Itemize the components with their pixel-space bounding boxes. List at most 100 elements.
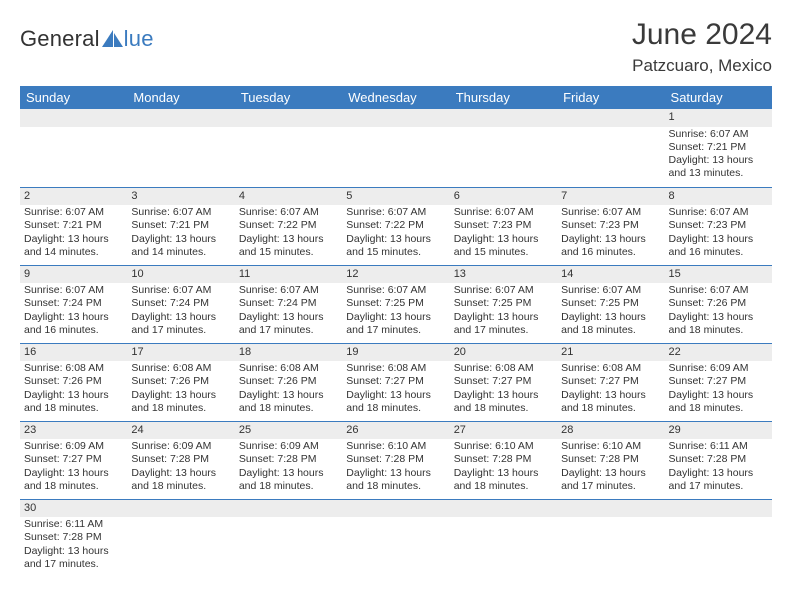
sunrise-line: Sunrise: 6:07 AM — [131, 206, 230, 219]
sunset-line: Sunset: 7:28 PM — [24, 531, 123, 544]
sunset-line: Sunset: 7:21 PM — [24, 219, 123, 232]
day-details — [127, 127, 234, 130]
sunrise-line: Sunrise: 6:07 AM — [454, 284, 553, 297]
sunset-line: Sunset: 7:27 PM — [346, 375, 445, 388]
calendar-cell: 11Sunrise: 6:07 AMSunset: 7:24 PMDayligh… — [235, 265, 342, 343]
location: Patzcuaro, Mexico — [632, 56, 772, 76]
day-details: Sunrise: 6:07 AMSunset: 7:21 PMDaylight:… — [20, 205, 127, 261]
daylight-line: Daylight: 13 hours and 16 minutes. — [24, 311, 123, 337]
sunrise-line: Sunrise: 6:09 AM — [239, 440, 338, 453]
day-number — [557, 500, 664, 518]
day-number: 5 — [342, 188, 449, 206]
sunrise-line: Sunrise: 6:08 AM — [346, 362, 445, 375]
day-number — [342, 109, 449, 127]
sunset-line: Sunset: 7:27 PM — [561, 375, 660, 388]
calendar-cell — [557, 109, 664, 187]
weekday-header-row: SundayMondayTuesdayWednesdayThursdayFrid… — [20, 86, 772, 109]
day-details: Sunrise: 6:07 AMSunset: 7:22 PMDaylight:… — [342, 205, 449, 261]
logo-sail-icon — [102, 30, 124, 48]
sunrise-line: Sunrise: 6:07 AM — [561, 284, 660, 297]
day-details: Sunrise: 6:07 AMSunset: 7:24 PMDaylight:… — [127, 283, 234, 339]
sunrise-line: Sunrise: 6:11 AM — [24, 518, 123, 531]
sunrise-line: Sunrise: 6:08 AM — [454, 362, 553, 375]
daylight-line: Daylight: 13 hours and 18 minutes. — [669, 389, 768, 415]
calendar-cell: 20Sunrise: 6:08 AMSunset: 7:27 PMDayligh… — [450, 343, 557, 421]
day-details: Sunrise: 6:07 AMSunset: 7:22 PMDaylight:… — [235, 205, 342, 261]
day-number: 21 — [557, 344, 664, 362]
sunset-line: Sunset: 7:23 PM — [669, 219, 768, 232]
daylight-line: Daylight: 13 hours and 17 minutes. — [346, 311, 445, 337]
calendar-cell: 4Sunrise: 6:07 AMSunset: 7:22 PMDaylight… — [235, 187, 342, 265]
daylight-line: Daylight: 13 hours and 18 minutes. — [24, 467, 123, 493]
day-number: 30 — [20, 500, 127, 518]
day-number — [20, 109, 127, 127]
calendar-cell: 16Sunrise: 6:08 AMSunset: 7:26 PMDayligh… — [20, 343, 127, 421]
sunset-line: Sunset: 7:28 PM — [131, 453, 230, 466]
day-details: Sunrise: 6:07 AMSunset: 7:25 PMDaylight:… — [557, 283, 664, 339]
day-number: 14 — [557, 266, 664, 284]
day-details: Sunrise: 6:08 AMSunset: 7:27 PMDaylight:… — [557, 361, 664, 417]
logo-text-general: General — [20, 26, 100, 52]
sunset-line: Sunset: 7:28 PM — [239, 453, 338, 466]
sunrise-line: Sunrise: 6:07 AM — [239, 206, 338, 219]
sunset-line: Sunset: 7:28 PM — [454, 453, 553, 466]
daylight-line: Daylight: 13 hours and 17 minutes. — [24, 545, 123, 571]
calendar-cell: 8Sunrise: 6:07 AMSunset: 7:23 PMDaylight… — [665, 187, 772, 265]
day-details: Sunrise: 6:09 AMSunset: 7:27 PMDaylight:… — [665, 361, 772, 417]
day-details: Sunrise: 6:08 AMSunset: 7:27 PMDaylight:… — [342, 361, 449, 417]
sunset-line: Sunset: 7:22 PM — [239, 219, 338, 232]
day-details: Sunrise: 6:08 AMSunset: 7:26 PMDaylight:… — [235, 361, 342, 417]
calendar-page: General lue June 2024 Patzcuaro, Mexico … — [0, 0, 792, 612]
daylight-line: Daylight: 13 hours and 16 minutes. — [561, 233, 660, 259]
calendar-week-row: 9Sunrise: 6:07 AMSunset: 7:24 PMDaylight… — [20, 265, 772, 343]
calendar-cell — [665, 499, 772, 577]
daylight-line: Daylight: 13 hours and 18 minutes. — [346, 467, 445, 493]
calendar-cell: 23Sunrise: 6:09 AMSunset: 7:27 PMDayligh… — [20, 421, 127, 499]
weekday-header: Sunday — [20, 86, 127, 109]
day-number: 15 — [665, 266, 772, 284]
daylight-line: Daylight: 13 hours and 18 minutes. — [239, 389, 338, 415]
weekday-header: Thursday — [450, 86, 557, 109]
sunrise-line: Sunrise: 6:07 AM — [24, 206, 123, 219]
day-number: 20 — [450, 344, 557, 362]
sunset-line: Sunset: 7:27 PM — [454, 375, 553, 388]
day-number: 11 — [235, 266, 342, 284]
sunset-line: Sunset: 7:27 PM — [24, 453, 123, 466]
daylight-line: Daylight: 13 hours and 18 minutes. — [131, 467, 230, 493]
weekday-header: Saturday — [665, 86, 772, 109]
day-details — [127, 517, 234, 520]
day-number: 27 — [450, 422, 557, 440]
sunset-line: Sunset: 7:21 PM — [131, 219, 230, 232]
day-details: Sunrise: 6:09 AMSunset: 7:27 PMDaylight:… — [20, 439, 127, 495]
sunset-line: Sunset: 7:26 PM — [131, 375, 230, 388]
day-details — [342, 127, 449, 130]
day-number — [127, 109, 234, 127]
sunset-line: Sunset: 7:25 PM — [346, 297, 445, 310]
calendar-cell — [557, 499, 664, 577]
day-details: Sunrise: 6:07 AMSunset: 7:25 PMDaylight:… — [342, 283, 449, 339]
day-number: 1 — [665, 109, 772, 127]
day-details — [235, 517, 342, 520]
calendar-cell: 14Sunrise: 6:07 AMSunset: 7:25 PMDayligh… — [557, 265, 664, 343]
sunrise-line: Sunrise: 6:09 AM — [24, 440, 123, 453]
calendar-cell — [235, 109, 342, 187]
sunset-line: Sunset: 7:25 PM — [561, 297, 660, 310]
day-number: 16 — [20, 344, 127, 362]
calendar-cell: 2Sunrise: 6:07 AMSunset: 7:21 PMDaylight… — [20, 187, 127, 265]
weekday-header: Friday — [557, 86, 664, 109]
sunrise-line: Sunrise: 6:09 AM — [131, 440, 230, 453]
day-number: 13 — [450, 266, 557, 284]
daylight-line: Daylight: 13 hours and 17 minutes. — [561, 467, 660, 493]
sunset-line: Sunset: 7:28 PM — [561, 453, 660, 466]
sunrise-line: Sunrise: 6:09 AM — [669, 362, 768, 375]
day-number — [127, 500, 234, 518]
day-details: Sunrise: 6:07 AMSunset: 7:24 PMDaylight:… — [235, 283, 342, 339]
daylight-line: Daylight: 13 hours and 14 minutes. — [24, 233, 123, 259]
sunrise-line: Sunrise: 6:10 AM — [561, 440, 660, 453]
sunset-line: Sunset: 7:28 PM — [669, 453, 768, 466]
day-details: Sunrise: 6:07 AMSunset: 7:23 PMDaylight:… — [450, 205, 557, 261]
daylight-line: Daylight: 13 hours and 18 minutes. — [454, 389, 553, 415]
daylight-line: Daylight: 13 hours and 17 minutes. — [131, 311, 230, 337]
calendar-cell: 12Sunrise: 6:07 AMSunset: 7:25 PMDayligh… — [342, 265, 449, 343]
day-details — [450, 127, 557, 130]
